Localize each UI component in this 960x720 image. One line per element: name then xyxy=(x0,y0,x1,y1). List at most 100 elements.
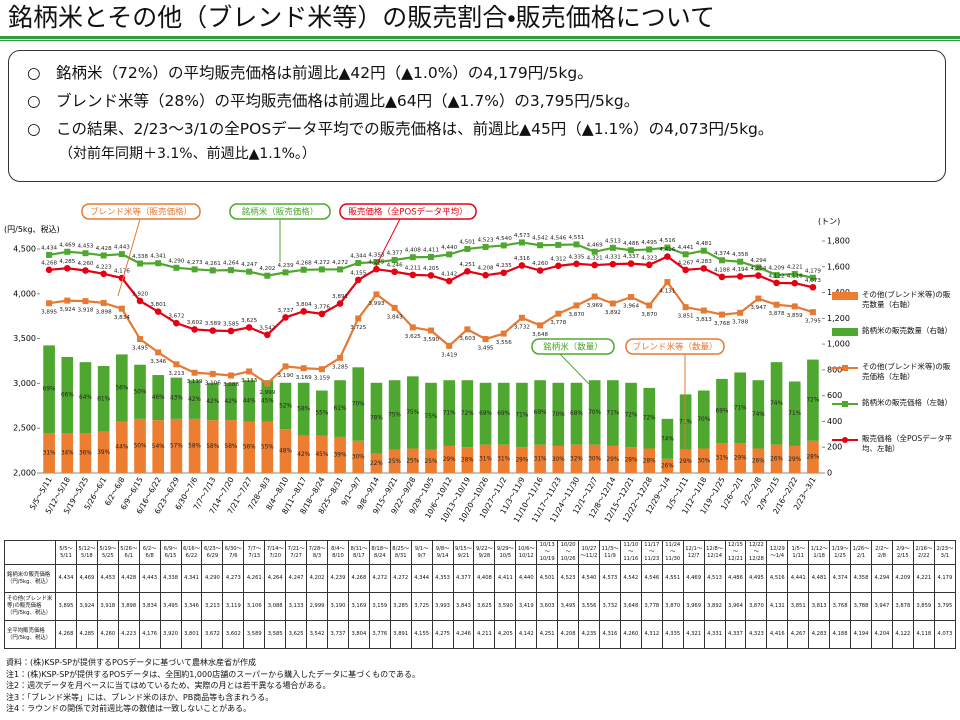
bar-segment xyxy=(716,443,728,473)
table-cell: 4,516 xyxy=(766,564,789,593)
title-rule xyxy=(0,40,960,41)
table-cell: 3,898 xyxy=(117,592,140,621)
table-cell: 3,732 xyxy=(598,592,621,621)
table-cell: 4,285 xyxy=(75,620,98,649)
table-col-header: 2/2～2/8 xyxy=(870,540,893,565)
table-cell: 3,169 xyxy=(347,592,370,621)
table-cell: 3,556 xyxy=(578,592,600,621)
table-col-header: 9/22～9/28 xyxy=(473,540,496,565)
data-label: 3,419 xyxy=(441,352,457,358)
point xyxy=(555,241,562,248)
table-cell: 3,602 xyxy=(222,620,245,649)
bar-segment xyxy=(279,429,292,473)
share-label: 43% xyxy=(170,396,183,402)
point xyxy=(209,370,216,377)
summary-box: ○ 銘柄米（72%）の平均販売価格は前週比▲42円（▲1.0%）の4,179円/… xyxy=(8,50,946,182)
point xyxy=(446,342,453,349)
data-label: 4,573 xyxy=(514,233,530,239)
table-cell: 4,155 xyxy=(410,620,433,649)
share-label: 50% xyxy=(134,389,147,395)
table-cell: 4,209 xyxy=(891,564,914,593)
table-cell: 4,441 xyxy=(787,564,810,593)
share-label: 56% xyxy=(243,445,256,451)
table-cell: 4,131 xyxy=(766,592,789,621)
data-label: 3,795 xyxy=(805,319,821,325)
bar-segment xyxy=(516,447,528,473)
table-cell: 3,788 xyxy=(850,592,872,621)
share-label: 70% xyxy=(552,412,565,418)
table-col-header: 2/9～2/15 xyxy=(891,540,914,565)
bar-segment xyxy=(170,377,183,419)
y-tick-label: 3,500 xyxy=(13,334,36,343)
data-label: 4,221 xyxy=(787,264,803,270)
bar-segment xyxy=(643,448,656,473)
bar-segment xyxy=(370,453,383,473)
y2-tick-label: 1,800 xyxy=(827,237,850,246)
table-cell: 3,870 xyxy=(661,592,684,621)
bar-segment xyxy=(79,433,92,473)
table-cell: 4,358 xyxy=(850,564,872,593)
data-label: 3,625 xyxy=(241,318,257,324)
table-cell: 3,119 xyxy=(222,592,245,621)
data-label: 4,353 xyxy=(368,253,384,259)
data-label: 4,208 xyxy=(478,266,494,272)
table-cell: 4,122 xyxy=(891,620,914,649)
share-label: 71% xyxy=(606,411,619,417)
table-cell: 4,204 xyxy=(870,620,893,649)
point xyxy=(682,304,689,311)
point xyxy=(591,261,598,269)
table-cell: 4,443 xyxy=(138,564,161,593)
point xyxy=(173,264,180,271)
table-cell: 3,895 xyxy=(55,592,77,621)
bar-segment xyxy=(334,380,346,437)
data-label: 2,999 xyxy=(259,390,275,396)
share-label: 29% xyxy=(734,456,747,462)
table-cell: 3,795 xyxy=(933,592,957,621)
data-label: 4,264 xyxy=(223,261,239,267)
data-label: 4,211 xyxy=(405,265,421,271)
bar-segment xyxy=(679,394,692,450)
callout-text: 銘柄米（数量） xyxy=(543,342,603,353)
table-cell: 4,273 xyxy=(222,564,245,593)
point xyxy=(627,260,635,267)
title-rule xyxy=(0,36,960,39)
data-label: 3,964 xyxy=(623,304,639,310)
data-label: 4,275 xyxy=(368,260,384,266)
data-label: 4,428 xyxy=(96,246,112,252)
point xyxy=(482,271,489,279)
bar-segment xyxy=(588,380,601,445)
share-label: 71% xyxy=(788,411,801,417)
legend-swatch xyxy=(832,328,858,336)
table-cell: 4,341 xyxy=(180,564,203,593)
bar-segment xyxy=(607,445,619,473)
bar-segment xyxy=(79,362,92,434)
table-col-header: 1/26～2/1 xyxy=(850,540,872,565)
data-label: 4,411 xyxy=(423,247,439,253)
bar-segment xyxy=(352,440,365,473)
table-cell: 3,969 xyxy=(682,592,705,621)
bar-segment xyxy=(206,382,219,421)
bar-segment xyxy=(170,418,183,473)
bar-segment xyxy=(752,448,765,473)
table-cell: 4,546 xyxy=(640,564,663,593)
point xyxy=(64,297,71,304)
table-cell: 4,469 xyxy=(682,564,705,593)
data-label: 4,188 xyxy=(714,267,730,273)
table-cell: 4,294 xyxy=(870,564,893,593)
point xyxy=(536,267,544,274)
bar-segment xyxy=(261,380,274,422)
point xyxy=(46,300,53,307)
table-col-header: 12/1～12/7 xyxy=(682,540,705,565)
point xyxy=(446,251,453,258)
point xyxy=(227,327,235,335)
data-label: 4,268 xyxy=(296,260,312,266)
table-cell: 3,851 xyxy=(787,592,810,621)
point xyxy=(63,264,71,272)
point xyxy=(245,324,253,331)
data-label: 4,268 xyxy=(41,260,57,266)
data-label: 3,768 xyxy=(714,321,730,327)
y2-tick-label: 200 xyxy=(827,443,842,452)
share-label: 78% xyxy=(370,416,383,422)
bar-segment xyxy=(552,382,565,446)
bar-segment xyxy=(316,435,328,473)
